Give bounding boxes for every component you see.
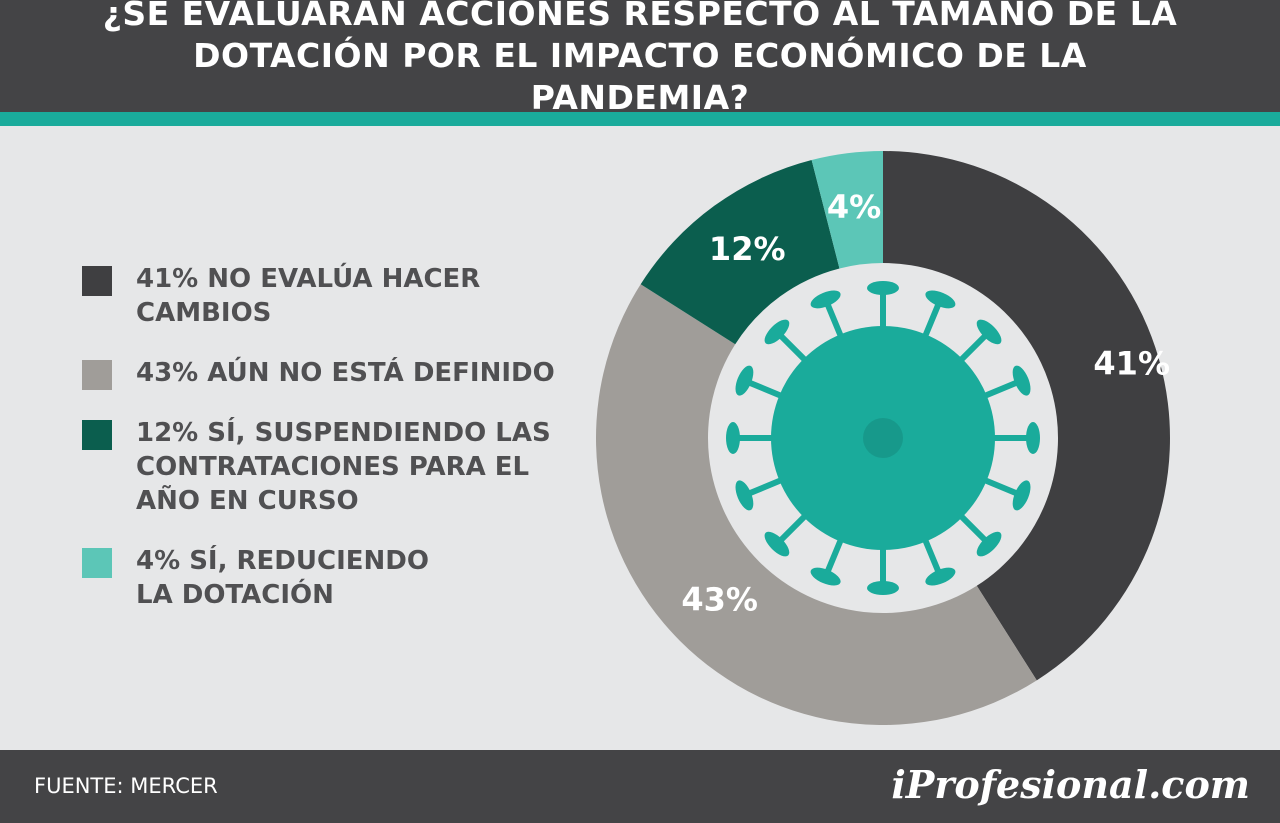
virus-tip bbox=[867, 281, 899, 295]
donut-slice bbox=[595, 284, 1037, 726]
virus-tip bbox=[764, 319, 790, 345]
legend-swatch bbox=[82, 548, 112, 578]
footer: FUENTE: MERCER iProfesional.com bbox=[0, 750, 1280, 823]
legend: 41% NO EVALÚA HACER CAMBIOS 43% AÚN NO ES… bbox=[82, 262, 622, 638]
virus-tip bbox=[925, 290, 956, 309]
virus-tip bbox=[810, 290, 841, 309]
legend-swatch bbox=[82, 266, 112, 296]
data-label: 43% bbox=[681, 580, 758, 618]
data-label: 41% bbox=[1093, 345, 1170, 383]
legend-label: 43% AÚN NO ESTÁ DEFINIDO bbox=[136, 358, 555, 388]
donut-slice bbox=[640, 160, 840, 345]
virus-core bbox=[863, 418, 903, 458]
virus-tip bbox=[976, 531, 1002, 557]
virus-tip bbox=[867, 581, 899, 595]
legend-item: 4% SÍ, REDUCIENDO LA DOTACIÓN bbox=[82, 544, 622, 612]
legend-item: 41% NO EVALÚA HACER CAMBIOS bbox=[82, 262, 622, 330]
virus-tip bbox=[1012, 365, 1031, 396]
virus-tip bbox=[1026, 422, 1040, 454]
legend-item: 43% AÚN NO ESTÁ DEFINIDO bbox=[82, 356, 622, 390]
legend-swatch bbox=[82, 360, 112, 390]
brand: iProfesional.com bbox=[891, 762, 1250, 807]
donut-slice bbox=[883, 151, 1171, 681]
virus-tip bbox=[976, 319, 1002, 345]
virus-tip bbox=[726, 422, 740, 454]
donut-slice bbox=[811, 151, 883, 269]
data-label: 12% bbox=[709, 230, 786, 268]
virus-icon bbox=[726, 281, 1040, 595]
legend-label: 4% SÍ, REDUCIENDO LA DOTACIÓN bbox=[136, 546, 429, 610]
header: ¿SE EVALUARÁN ACCIONES RESPECTO AL TAMAÑ… bbox=[0, 0, 1280, 126]
data-label: 4% bbox=[827, 188, 881, 226]
virus-tip bbox=[764, 531, 790, 557]
virus-tip bbox=[810, 567, 841, 586]
legend-label: 12% SÍ, SUSPENDIENDO LAS CONTRATACIONES … bbox=[136, 418, 551, 516]
virus-tip bbox=[735, 365, 754, 396]
virus-tip bbox=[925, 567, 956, 586]
chart-title: ¿SE EVALUARÁN ACCIONES RESPECTO AL TAMAÑ… bbox=[102, 0, 1178, 117]
legend-label: 41% NO EVALÚA HACER CAMBIOS bbox=[136, 264, 481, 328]
legend-swatch bbox=[82, 420, 112, 450]
virus-tip bbox=[1012, 480, 1031, 511]
legend-item: 12% SÍ, SUSPENDIENDO LAS CONTRATACIONES … bbox=[82, 416, 622, 518]
source: FUENTE: MERCER bbox=[34, 774, 218, 798]
virus-tip bbox=[735, 480, 754, 511]
